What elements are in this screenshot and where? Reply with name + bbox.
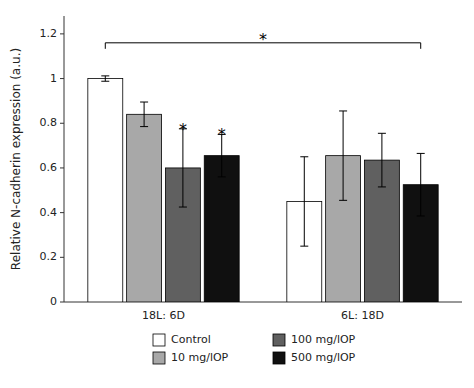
error-bar — [140, 102, 148, 127]
error-bar — [179, 129, 187, 207]
legend-swatch — [153, 352, 165, 364]
y-tick-label: 0.2 — [40, 250, 58, 263]
legend-label: 500 mg/lOP — [291, 351, 356, 364]
legend-swatch — [153, 334, 165, 346]
legend-label: 10 mg/lOP — [171, 351, 229, 364]
y-tick-label: 0 — [50, 295, 57, 308]
legend-label: Control — [171, 333, 211, 346]
y-tick — [60, 302, 64, 303]
bar — [204, 156, 239, 302]
error-bar — [101, 76, 109, 81]
legend: Control 10 mg/lOP 100 mg/lOP 500 mg/lOP — [153, 333, 356, 364]
legend-swatch — [273, 352, 285, 364]
bar — [127, 114, 162, 302]
y-tick — [60, 78, 64, 79]
y-axis: 0 0.2 0.4 0.6 0.8 1 1.2 Relative N-cadherin exp… — [9, 16, 65, 308]
error-bar — [339, 111, 347, 200]
significance-star: * — [259, 30, 267, 49]
y-tick — [60, 33, 64, 34]
significance-star: * — [218, 125, 226, 144]
x-axis-line — [64, 302, 462, 303]
bar — [88, 79, 123, 302]
error-bar — [417, 153, 425, 216]
error-bar — [378, 133, 386, 187]
y-tick-label: 0.4 — [40, 206, 58, 219]
y-tick — [60, 167, 64, 168]
x-axis: 18L: 6D 6L: 18D — [64, 302, 462, 322]
y-tick — [60, 212, 64, 213]
x-tick-label: 18L: 6D — [142, 309, 185, 322]
y-tick-label: 1.2 — [40, 27, 58, 40]
y-tick — [60, 257, 64, 258]
y-tick — [60, 123, 64, 124]
significance-star: * — [179, 120, 187, 139]
y-tick-label: 0.8 — [40, 116, 58, 129]
y-axis-line — [64, 16, 65, 302]
chart: 0 0.2 0.4 0.6 0.8 1 1.2 Relative N-cadherin exp… — [0, 0, 474, 388]
error-bar — [300, 157, 308, 246]
legend-swatch — [273, 334, 285, 346]
legend-label: 100 mg/lOP — [291, 333, 356, 346]
y-tick-label: 1 — [50, 72, 57, 85]
y-axis-label: Relative N-cadherin expression (a.u.) — [9, 48, 23, 270]
x-tick-label: 6L: 18D — [341, 309, 384, 322]
y-tick-label: 0.6 — [40, 161, 58, 174]
plot-area — [88, 76, 438, 302]
annotations: * * * — [105, 30, 420, 145]
